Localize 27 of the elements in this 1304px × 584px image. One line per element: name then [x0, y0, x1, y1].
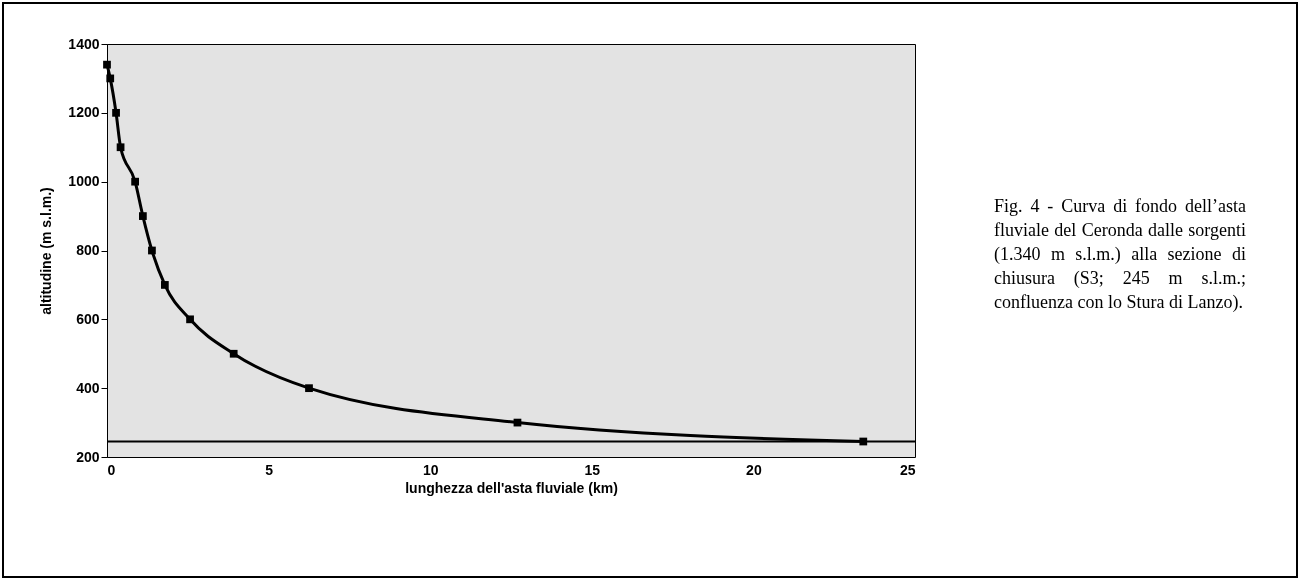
y-axis-title: altitudine (m s.l.m.)	[38, 187, 55, 315]
point	[186, 315, 194, 324]
x-axis-title: lunghezza dell'asta fluviale (km)	[405, 479, 618, 496]
point	[106, 74, 115, 83]
point	[305, 384, 313, 393]
y-tick-label: 600	[76, 310, 100, 327]
y-tick-label: 1000	[68, 173, 100, 190]
y-tick-label: 1400	[68, 35, 100, 52]
point	[116, 143, 125, 152]
point	[103, 60, 111, 69]
point	[131, 177, 139, 186]
y-tick-label: 200	[76, 448, 100, 465]
point	[112, 108, 120, 117]
point	[229, 349, 238, 358]
y-tick-label: 1200	[68, 104, 100, 121]
x-tick-label: 5	[265, 461, 274, 478]
y-tick-label: 800	[76, 242, 100, 258]
x-tick-label: 25	[899, 461, 916, 478]
point	[160, 281, 169, 289]
x-tick-label: 20	[746, 461, 762, 478]
x-tick-label: 10	[422, 461, 439, 478]
x-tick-label: 15	[584, 461, 601, 478]
point	[139, 212, 147, 220]
caption: Fig. 4 - Curva di fondo dell’asta fluviale del Ceronda dalle sorgenti (1.340 m s.l.m.) alla sezione di chiusura (S3; 245 m s.l.m.; confluenza con lo Stura di Lanzo).	[994, 195, 1246, 314]
x-tick-label: 0	[107, 461, 116, 478]
point	[148, 246, 156, 255]
y-tick-label: 400	[76, 379, 100, 396]
